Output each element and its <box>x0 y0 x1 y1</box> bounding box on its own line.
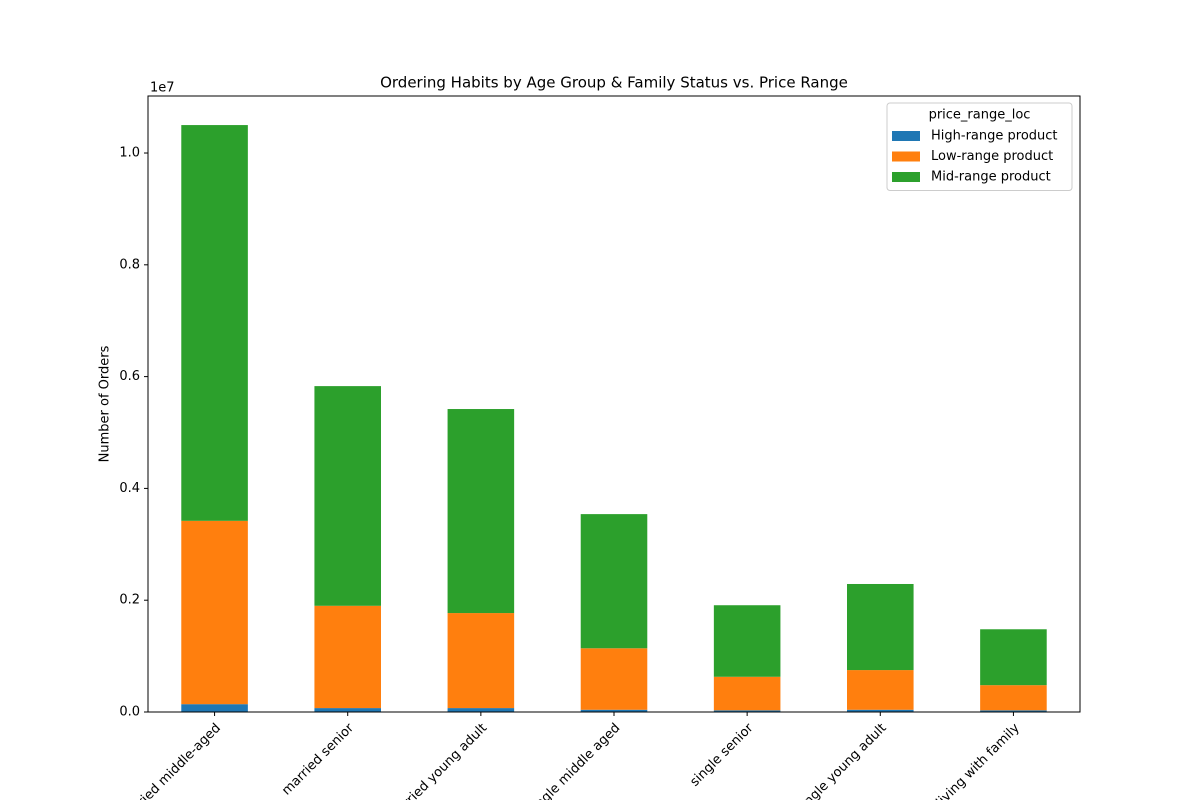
bar-segment <box>447 708 515 712</box>
bar-segment <box>980 685 1047 711</box>
x-tick-label: single middle aged <box>525 721 623 800</box>
bar-segment <box>847 583 914 671</box>
bar-segment <box>713 710 781 712</box>
x-tick-label: single young adult <box>794 721 890 800</box>
bar-segment <box>580 648 648 710</box>
y-tick-label: 0.8 <box>119 257 140 272</box>
legend: price_range_loc High-range product Low-ran… <box>886 102 1073 191</box>
bar-segment <box>980 710 1047 712</box>
legend-label: High-range product <box>931 129 1058 144</box>
y-tick-label: 0.4 <box>119 481 140 496</box>
plot-frame <box>147 95 1081 713</box>
bar-segment <box>713 676 781 711</box>
y-tick-label: 0.2 <box>119 593 140 608</box>
bar-segment <box>314 386 381 606</box>
bar-segment <box>847 709 914 712</box>
x-tick-label: married middle-aged <box>117 721 224 800</box>
bar-segment <box>447 409 515 614</box>
x-tick-label: young adult living with family <box>876 720 1023 800</box>
y-axis-label: Number of Orders <box>98 345 113 462</box>
x-tick-label: single senior <box>687 720 756 789</box>
legend-box <box>886 102 1073 191</box>
legend-swatch <box>892 172 920 182</box>
y-offset-label: 1e7 <box>150 81 175 96</box>
legend-swatch <box>892 131 920 141</box>
x-tick-label: married senior <box>279 720 357 798</box>
legend-label: Low-range product <box>931 149 1053 164</box>
y-tick-label: 0.6 <box>119 369 140 384</box>
bar-segment <box>314 605 381 709</box>
bar-segment <box>181 520 248 705</box>
legend-label: Mid-range product <box>931 170 1051 185</box>
bar-segment <box>447 613 515 709</box>
bar-segment <box>713 605 781 677</box>
y-tick-label: 0.0 <box>119 705 140 720</box>
y-tick-label: 1.0 <box>119 146 140 161</box>
bar-segment <box>980 629 1047 686</box>
bar-segment <box>847 670 914 710</box>
bar-segment <box>314 708 381 712</box>
bar-segment <box>181 125 248 521</box>
bar-segment <box>580 709 648 712</box>
legend-title: price_range_loc <box>929 108 1031 123</box>
chart-title: Ordering Habits by Age Group & Family St… <box>380 74 848 92</box>
bar-segment <box>580 514 648 649</box>
x-tick-label: married young adult <box>386 721 490 800</box>
legend-swatch <box>892 151 920 162</box>
bar-segment <box>181 704 248 712</box>
